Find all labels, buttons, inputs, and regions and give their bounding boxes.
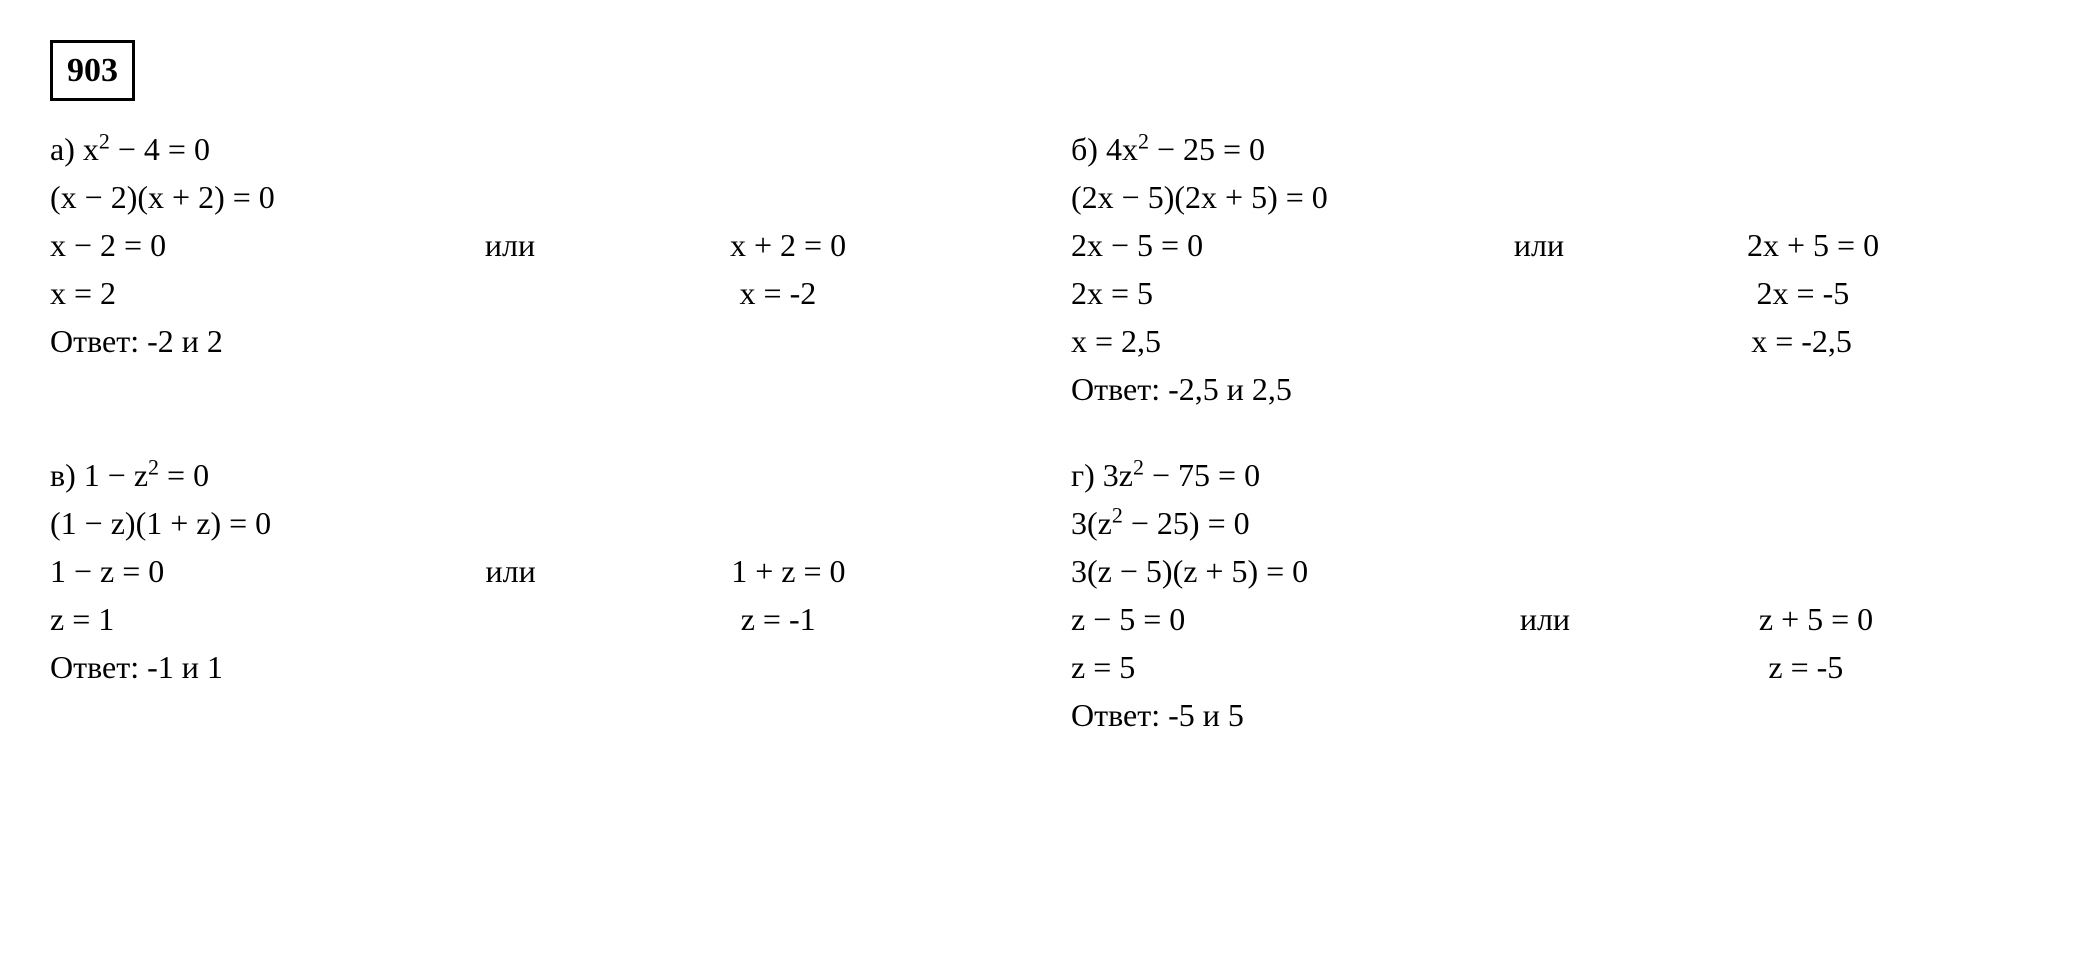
exponent: 2 [1133,454,1144,479]
answer-line: Ответ: -1 и 1 [50,643,1011,691]
eq-line: б) 4x2 − 25 = 0 [1071,125,2032,173]
spacer [1071,433,2032,451]
left-case: x − 2 = 0 [50,221,455,269]
expr: − 25 = 0 [1149,131,1265,167]
answer-line: Ответ: -5 и 5 [1071,691,2032,739]
expr: 3(z [1071,505,1112,541]
right-case: 1 + z = 0 [731,547,1011,595]
answer-line: Ответ: -2,5 и 2,5 [1071,365,2032,413]
right-solution: x = -2,5 [1751,317,2032,365]
eq-line: 3(z − 5)(z + 5) = 0 [1071,547,2032,595]
or-label: или [1504,221,1727,269]
left-solution: x = 2 [50,269,485,317]
split-row: 1 − z = 0 или 1 + z = 0 [50,547,1011,595]
problem-c: в) 1 − z2 = 0 (1 − z)(1 + z) = 0 1 − z =… [50,433,1011,739]
right-solution: 2x = -5 [1757,269,2032,317]
exponent: 2 [99,128,110,153]
expr: x [83,131,99,167]
or-label: или [1510,595,1739,643]
spacer [50,433,1011,451]
solution-row: z = 5 z = -5 [1071,643,2032,691]
expr: − 25) = 0 [1123,505,1250,541]
split-row: x − 2 = 0 или x + 2 = 0 [50,221,1011,269]
right-case: z + 5 = 0 [1759,595,2032,643]
eq-line: (1 − z)(1 + z) = 0 [50,499,1011,547]
left-case: z − 5 = 0 [1071,595,1490,643]
part-label: г) [1071,457,1095,493]
left-case: 1 − z = 0 [50,547,455,595]
left-case: 2x − 5 = 0 [1071,221,1484,269]
expr: 4x [1106,131,1138,167]
right-solution: z = -5 [1768,643,2032,691]
or-label: или [475,221,710,269]
expr: − 4 = 0 [110,131,210,167]
eq-line: (x − 2)(x + 2) = 0 [50,173,1011,221]
expr: 1 − z [84,457,148,493]
problem-a: а) x2 − 4 = 0 (x − 2)(x + 2) = 0 x − 2 =… [50,125,1011,413]
eq-line: в) 1 − z2 = 0 [50,451,1011,499]
right-case: 2x + 5 = 0 [1747,221,2032,269]
split-row: 2x − 5 = 0 или 2x + 5 = 0 [1071,221,2032,269]
solution-row: x = 2,5 x = -2,5 [1071,317,2032,365]
eq-line: а) x2 − 4 = 0 [50,125,1011,173]
part-label: б) [1071,131,1098,167]
split-row: z − 5 = 0 или z + 5 = 0 [1071,595,2032,643]
expr: = 0 [159,457,209,493]
left-solution: z = 1 [50,595,485,643]
exponent: 2 [1138,128,1149,153]
problem-d: г) 3z2 − 75 = 0 3(z2 − 25) = 0 3(z − 5)(… [1071,433,2032,739]
problem-b: б) 4x2 − 25 = 0 (2x − 5)(2x + 5) = 0 2x … [1071,125,2032,413]
eq-line: г) 3z2 − 75 = 0 [1071,451,2032,499]
eq-line: (2x − 5)(2x + 5) = 0 [1071,173,2032,221]
exponent: 2 [148,454,159,479]
exponent: 2 [1112,502,1123,527]
part-label: в) [50,457,76,493]
expr: − 75 = 0 [1144,457,1260,493]
left-solution: x = 2,5 [1071,317,1511,365]
part-label: а) [50,131,75,167]
solution-row: x = 2 x = -2 [50,269,1011,317]
left-solution: 2x = 5 [1071,269,1514,317]
left-solution: z = 5 [1071,643,1520,691]
solution-row: 2x = 5 2x = -5 [1071,269,2032,317]
eq-line: 3(z2 − 25) = 0 [1071,499,2032,547]
right-case: x + 2 = 0 [730,221,1011,269]
problem-number: 903 [50,40,135,101]
right-solution: z = -1 [741,595,1011,643]
or-label: или [475,547,711,595]
expr: 3z [1103,457,1133,493]
right-solution: x = -2 [740,269,1011,317]
answer-line: Ответ: -2 и 2 [50,317,1011,365]
solution-row: z = 1 z = -1 [50,595,1011,643]
problems-grid: а) x2 − 4 = 0 (x − 2)(x + 2) = 0 x − 2 =… [50,125,2032,739]
